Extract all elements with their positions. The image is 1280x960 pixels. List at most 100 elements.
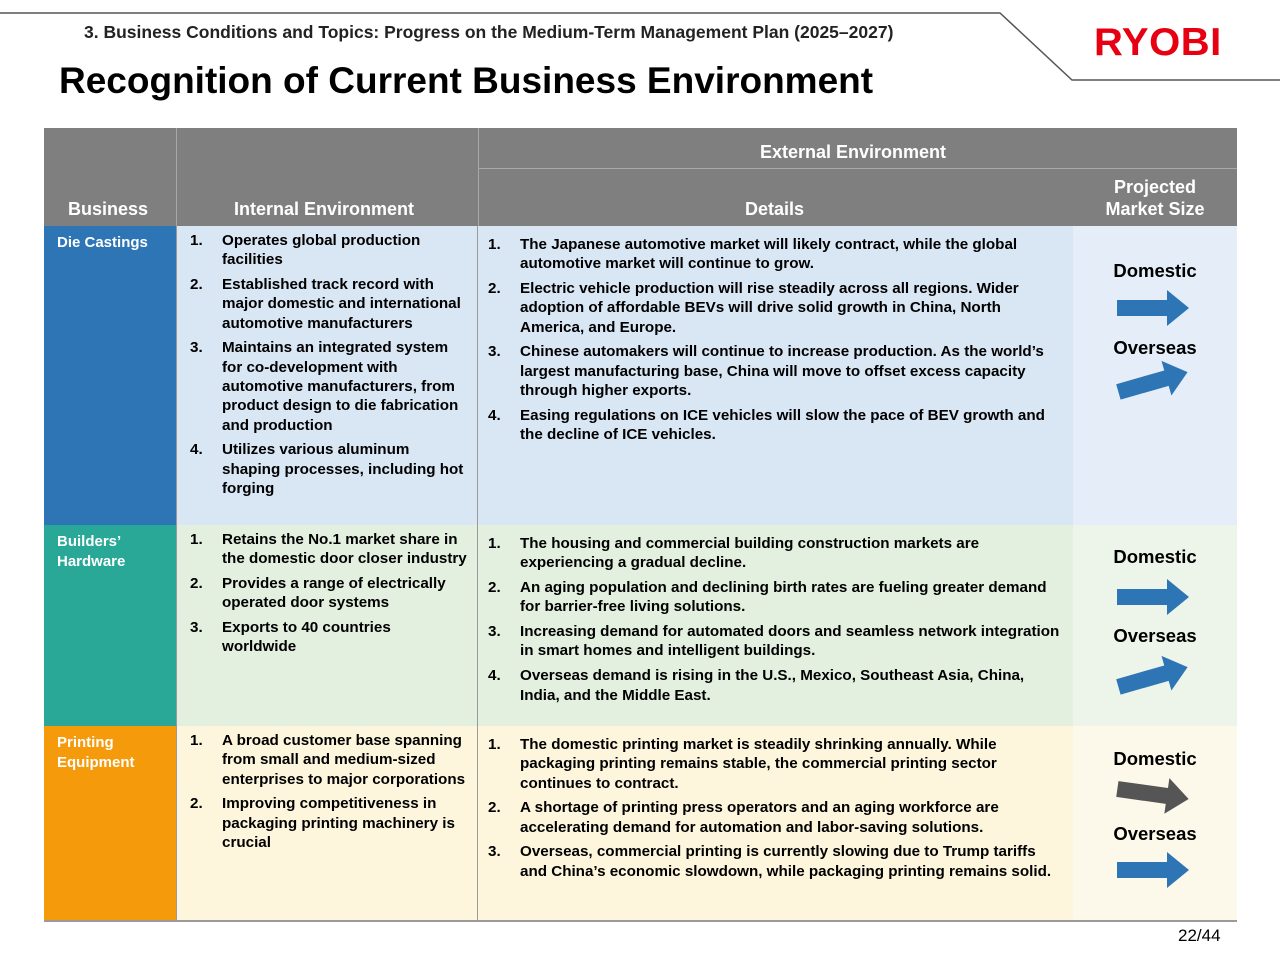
list-number: 1. (488, 236, 501, 253)
table-row: Builders’ Hardware 1. Retains the No.1 mark… (44, 525, 1237, 726)
business-name: Die Castings (57, 234, 148, 251)
external-details-list: 1. The Japanese automotive market will li… (478, 226, 1073, 444)
list-number: 2. (488, 799, 501, 817)
list-number: 4. (488, 667, 501, 685)
header-business: Business (68, 199, 149, 219)
list-number: 3. (488, 623, 501, 641)
list-item-text: The domestic printing market is steadily… (520, 736, 997, 792)
list-item: 3. Overseas, commercial printing is curre… (488, 842, 1065, 881)
list-number: 2. (488, 579, 501, 597)
list-item-text: The housing and commercial building cons… (520, 535, 980, 572)
list-number: 1. (488, 736, 501, 753)
list-number: 1. (488, 535, 501, 552)
row-divider (44, 920, 1237, 922)
list-item-text: Provides a range of electrically operate… (222, 575, 446, 612)
header-divider (478, 168, 1237, 169)
details-cell: 1. The Japanese automotive market will li… (478, 226, 1073, 525)
section-title: 3. Business Conditions and Topics: Progr… (84, 22, 894, 42)
overseas-trend-arrow-icon (1117, 852, 1189, 888)
list-item-text: Retains the No.1 market share in the dom… (222, 531, 467, 568)
overseas-trend-arrow-icon (1116, 360, 1188, 400)
header-internal: Internal Environment (234, 199, 415, 219)
details-cell: 1. The domestic printing market is steadi… (478, 726, 1073, 920)
market-size-cell: Domestic Overseas (1073, 525, 1237, 726)
business-name: Equipment (57, 753, 135, 771)
list-item: 3. Chinese automakers will continue to in… (488, 342, 1065, 400)
list-item-text: Electric vehicle production will rise st… (520, 280, 1019, 336)
list-number: 2. (190, 795, 203, 813)
internal-environment-list: 1. Operates global production facilities 2… (177, 226, 477, 498)
list-number: 2. (190, 575, 203, 593)
market-size-cell: Domestic Overseas (1073, 726, 1237, 920)
list-item-text: Increasing demand for automated doors an… (520, 623, 1060, 660)
overseas-label: Overseas (1113, 625, 1197, 646)
business-cell: Printing Equipment (44, 726, 176, 920)
list-item: 1. Operates global production facilities (190, 231, 469, 270)
list-item: 2. Electric vehicle production will rise … (488, 279, 1065, 337)
list-number: 1. (190, 531, 203, 548)
list-item: 1. A broad customer base spanning from sm… (190, 731, 469, 789)
list-item: 4. Overseas demand is rising in the U.S.,… (488, 666, 1065, 705)
business-cell: Builders’ Hardware (44, 525, 176, 726)
internal-environment-cell: 1. Operates global production facilities 2… (176, 226, 478, 525)
header-market-size-line2: Market Size (1105, 199, 1205, 219)
header-market-size-line1: Projected (1113, 177, 1197, 197)
list-item-text: A shortage of printing press operators a… (520, 799, 999, 836)
domestic-trend-arrow-icon (1117, 290, 1189, 326)
domestic-label: Domestic (1113, 260, 1197, 281)
overseas-label: Overseas (1113, 337, 1197, 358)
list-item-text: The Japanese automotive market will like… (520, 236, 1018, 273)
slide-header: 3. Business Conditions and Topics: Progr… (0, 0, 1280, 101)
list-item-text: Easing regulations on ICE vehicles will … (520, 406, 1045, 444)
list-item: 1. The domestic printing market is steadi… (488, 735, 1065, 793)
list-item: 1. The Japanese automotive market will li… (488, 235, 1065, 274)
business-name: Printing (57, 734, 114, 751)
business-name: Hardware (57, 552, 126, 570)
list-number: 3. (488, 843, 501, 861)
list-number: 1. (190, 732, 203, 749)
table-row: Printing Equipment 1. A broad customer base… (44, 726, 1237, 920)
details-cell: 1. The housing and commercial building co… (478, 525, 1073, 726)
internal-environment-list: 1. A broad customer base spanning from sm… (177, 726, 477, 852)
list-item-text: Maintains an integrated system for co-de… (222, 339, 459, 434)
page-title: Recognition of Current Business Environm… (59, 60, 874, 101)
overseas-label: Overseas (1113, 823, 1197, 844)
table-header: Business Internal Environment External E… (44, 128, 1237, 226)
internal-environment-list: 1. Retains the No.1 market share in the d… (177, 525, 477, 657)
list-item: 2. Improving competitiveness in packaging… (190, 794, 469, 852)
list-item-text: Utilizes various aluminum shaping proces… (222, 441, 464, 498)
list-item: 2. An aging population and declining birt… (488, 578, 1065, 617)
market-size-cell: Domestic Overseas (1073, 226, 1237, 525)
ryobi-logo: RYOBI (1094, 20, 1222, 64)
list-number: 3. (190, 619, 203, 637)
list-item: 2. A shortage of printing press operators… (488, 798, 1065, 837)
page-number: 22/44 (1178, 926, 1221, 945)
list-item: 2. Established track record with major do… (190, 275, 469, 333)
list-number: 2. (190, 276, 203, 294)
list-item-text: Chinese automakers will continue to incr… (520, 343, 1044, 400)
external-details-list: 1. The housing and commercial building co… (478, 525, 1073, 705)
header-divider (478, 128, 479, 226)
list-item: 3. Maintains an integrated system for co-… (190, 338, 469, 434)
list-item: 4. Easing regulations on ICE vehicles wil… (488, 406, 1065, 445)
list-number: 4. (488, 406, 501, 424)
business-environment-table: Business Internal Environment External E… (44, 128, 1237, 922)
list-number: 3. (190, 339, 203, 357)
internal-environment-cell: 1. Retains the No.1 market share in the d… (176, 525, 478, 726)
header-divider (176, 128, 177, 226)
list-item-text: An aging population and declining birth … (520, 579, 1047, 616)
business-name: Builders’ (57, 533, 122, 550)
list-number: 2. (488, 280, 501, 298)
list-item: 1. The housing and commercial building co… (488, 534, 1065, 573)
header-external: External Environment (760, 142, 947, 162)
list-number: 1. (190, 232, 203, 249)
list-number: 3. (488, 343, 501, 361)
list-item: 1. Retains the No.1 market share in the d… (190, 530, 469, 569)
list-item-text: Established track record with major dome… (222, 276, 461, 332)
list-item-text: A broad customer base spanning from smal… (222, 732, 466, 788)
list-item-text: Improving competitiveness in packaging p… (222, 795, 455, 851)
header-details: Details (745, 199, 805, 219)
overseas-trend-arrow-icon (1116, 655, 1188, 695)
domestic-trend-arrow-icon (1116, 778, 1189, 814)
domestic-label: Domestic (1113, 748, 1197, 769)
